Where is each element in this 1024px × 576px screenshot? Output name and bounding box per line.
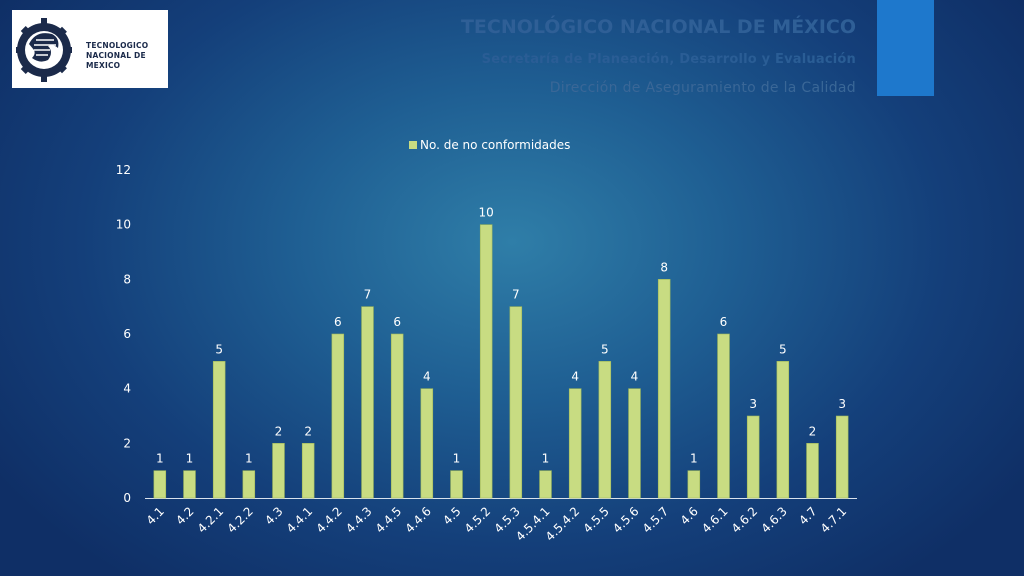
bar xyxy=(331,333,345,499)
x-tick-label: 4.6.3 xyxy=(758,504,789,535)
bar xyxy=(390,333,404,499)
bar xyxy=(361,306,374,499)
data-label: 5 xyxy=(215,342,223,356)
data-label: 1 xyxy=(186,452,194,466)
x-tick-label: 4.6.1 xyxy=(699,504,730,535)
y-tick-label: 12 xyxy=(116,163,131,177)
bar xyxy=(598,361,612,499)
data-label: 4 xyxy=(631,370,639,384)
x-tick-label: 4.2 xyxy=(173,504,196,527)
bar xyxy=(657,279,671,499)
x-tick-label: 4.5.5 xyxy=(580,504,611,535)
legend-label: No. de no conformidades xyxy=(420,138,570,152)
x-tick-label: 4.2.2 xyxy=(224,504,255,535)
bar xyxy=(212,361,226,499)
bar xyxy=(450,470,463,499)
bar xyxy=(183,470,196,499)
bar xyxy=(242,470,256,499)
page-title: TECNOLÓGICO NACIONAL DE MÉXICO xyxy=(460,16,856,38)
page-subtitle: Secretaría de Planeación, Desarrollo y E… xyxy=(481,52,856,67)
bar xyxy=(835,415,849,499)
x-tick-label: 4.5.6 xyxy=(610,504,641,535)
data-label: 1 xyxy=(542,452,550,466)
bar xyxy=(420,388,434,499)
tecnm-emblem-icon xyxy=(16,18,72,82)
data-label: 6 xyxy=(393,315,401,329)
bar xyxy=(687,470,701,499)
data-label: 4 xyxy=(571,370,579,384)
data-label: 3 xyxy=(749,397,757,411)
data-label: 2 xyxy=(275,424,283,438)
data-label: 1 xyxy=(245,452,253,466)
y-tick-label: 6 xyxy=(123,327,131,341)
data-label: 7 xyxy=(364,288,372,302)
bar xyxy=(776,361,790,499)
data-label: 5 xyxy=(601,342,609,356)
bar xyxy=(806,443,819,499)
data-label: 4 xyxy=(423,370,431,384)
bar xyxy=(509,306,523,499)
y-tick-label: 0 xyxy=(123,491,131,505)
data-label: 8 xyxy=(660,260,668,274)
x-tick-label: 4.4.1 xyxy=(284,504,315,535)
x-tick-label: 4.6.2 xyxy=(729,504,760,535)
x-tick-label: 4.4.3 xyxy=(343,504,374,535)
x-tick-label: 4.5.2 xyxy=(462,504,493,535)
data-label: 10 xyxy=(479,206,494,220)
x-tick-label: 4.2.1 xyxy=(195,504,226,535)
data-label: 6 xyxy=(720,315,728,329)
data-label: 7 xyxy=(512,288,520,302)
bar xyxy=(746,415,760,499)
bar xyxy=(479,224,493,499)
x-tick-label: 4.4.6 xyxy=(402,504,433,535)
x-tick-label: 4.5.7 xyxy=(640,504,671,535)
data-label: 1 xyxy=(156,452,164,466)
y-tick-label: 4 xyxy=(123,382,131,396)
bar xyxy=(153,470,167,499)
x-tick-label: 4.5 xyxy=(440,504,463,527)
legend-swatch xyxy=(409,141,417,149)
logo-text: TECNOLOGICO NACIONAL DE MEXICO xyxy=(86,41,149,70)
data-label: 2 xyxy=(304,424,312,438)
x-tick-label: 4.4.5 xyxy=(373,504,404,535)
bar xyxy=(568,388,582,499)
accent-bar xyxy=(877,0,934,96)
data-label: 5 xyxy=(779,342,787,356)
data-label: 6 xyxy=(334,315,342,329)
x-tick-label: 4.7 xyxy=(796,504,819,527)
logo: TECNOLOGICO NACIONAL DE MEXICO xyxy=(12,10,168,88)
x-tick-label: 4.7.1 xyxy=(818,504,849,535)
page-subtitle-secondary: Dirección de Aseguramiento de la Calidad xyxy=(549,80,856,96)
y-tick-label: 10 xyxy=(116,218,131,232)
x-tick-label: 4.3 xyxy=(262,504,285,527)
y-tick-label: 8 xyxy=(123,272,131,286)
data-label: 2 xyxy=(809,424,817,438)
x-tick-label: 4.6 xyxy=(678,504,701,527)
data-label: 1 xyxy=(453,452,461,466)
y-tick-label: 2 xyxy=(123,436,131,450)
x-tick-label: 4.4.2 xyxy=(313,504,344,535)
bar xyxy=(717,333,730,499)
bar xyxy=(301,443,315,499)
data-label: 3 xyxy=(838,397,846,411)
x-tick-label: 4.1 xyxy=(144,504,167,527)
bar xyxy=(628,388,641,499)
bar xyxy=(272,443,285,499)
bar xyxy=(539,470,552,499)
data-label: 1 xyxy=(690,452,698,466)
